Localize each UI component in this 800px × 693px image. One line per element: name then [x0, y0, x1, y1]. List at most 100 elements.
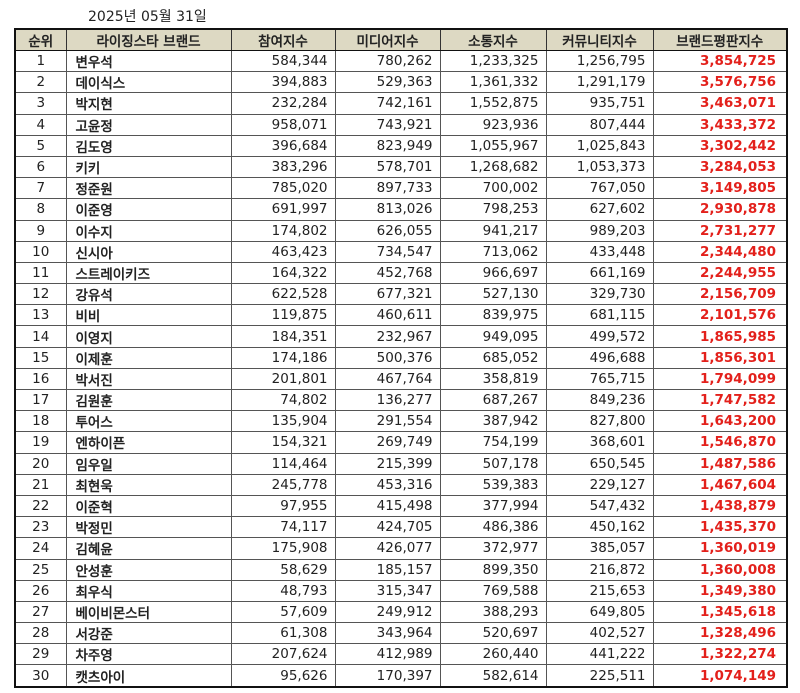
community-index-cell: 1,291,179 [545, 71, 654, 94]
media-index-cell: 452,768 [334, 261, 441, 285]
participation-index-cell: 622,528 [230, 283, 336, 306]
media-index-cell: 170,397 [334, 664, 441, 688]
communication-index-cell: 520,697 [439, 622, 547, 645]
brand-name-cell: 최우식 [65, 579, 232, 602]
table-row: 1 변우석 584,344 780,262 1,233,325 1,256,795 3,85… [14, 49, 788, 73]
brand-name-cell: 임우일 [65, 452, 232, 475]
table-row: 11 스트레이키즈 164,322 452,768 966,697 661,169 2,24… [14, 261, 788, 285]
rank-cell: 30 [14, 664, 67, 688]
report-date: 2025년 05월 31일 [88, 9, 207, 25]
media-index-cell: 626,055 [334, 219, 441, 242]
reputation-index-cell: 1,865,985 [652, 325, 788, 348]
community-index-cell: 547,432 [545, 494, 654, 518]
brand-name-cell: 이영지 [65, 325, 232, 348]
community-index-cell: 368,601 [545, 431, 654, 454]
media-index-cell: 185,157 [334, 558, 441, 581]
community-index-cell: 402,527 [545, 622, 654, 645]
community-index-cell: 385,057 [545, 537, 654, 560]
community-index-cell: 827,800 [545, 410, 654, 433]
rank-cell: 15 [14, 346, 67, 369]
communication-index-cell: 769,588 [439, 579, 547, 602]
reputation-index-cell: 1,349,380 [652, 579, 788, 602]
community-index-cell: 216,872 [545, 558, 654, 581]
brand-name-cell: 안성훈 [65, 558, 232, 581]
participation-index-cell: 154,321 [230, 431, 336, 454]
table-row: 2 데이식스 394,883 529,363 1,361,332 1,291,179 3,5… [14, 71, 788, 94]
rank-cell: 12 [14, 283, 67, 306]
community-index-cell: 849,236 [545, 388, 654, 412]
community-index-cell: 225,511 [545, 664, 654, 688]
rank-cell: 20 [14, 452, 67, 475]
community-index-cell: 1,256,795 [545, 49, 654, 73]
communication-index-cell: 358,819 [439, 367, 547, 391]
table-row: 29 차주영 207,624 412,989 260,440 441,222 1,322,2… [14, 643, 788, 666]
rank-cell: 11 [14, 261, 67, 285]
table-row: 30 캣츠아이 95,626 170,397 582,614 225,511 1,074,1… [14, 664, 788, 688]
reputation-index-cell: 1,487,586 [652, 452, 788, 475]
brand-reputation-table: 순위 라이징스타 브랜드 참여지수 미디어지수 소통지수 커뮤니티지수 브랜드평… [14, 28, 788, 688]
communication-index-cell: 527,130 [439, 283, 547, 306]
table-row: 9 이수지 174,802 626,055 941,217 989,203 2,731,27… [14, 219, 788, 242]
community-index-cell: 229,127 [545, 473, 654, 496]
media-index-cell: 743,921 [334, 113, 441, 136]
communication-index-cell: 539,383 [439, 473, 547, 496]
participation-index-cell: 232,284 [230, 92, 336, 115]
media-index-cell: 424,705 [334, 516, 441, 539]
participation-index-cell: 57,609 [230, 600, 336, 624]
communication-index-cell: 260,440 [439, 643, 547, 666]
communication-index-cell: 949,095 [439, 325, 547, 348]
communication-index-cell: 1,233,325 [439, 49, 547, 73]
community-index-cell: 441,222 [545, 643, 654, 666]
reputation-index-cell: 2,101,576 [652, 304, 788, 327]
brand-name-cell: 스트레이키즈 [65, 261, 232, 285]
media-index-cell: 343,964 [334, 622, 441, 645]
community-index-cell: 649,805 [545, 600, 654, 624]
participation-index-cell: 174,802 [230, 219, 336, 242]
brand-name-cell: 변우석 [65, 49, 232, 73]
media-index-cell: 823,949 [334, 134, 441, 157]
community-index-cell: 1,025,843 [545, 134, 654, 157]
table-row: 27 베이비몬스터 57,609 249,912 388,293 649,805 1,345… [14, 600, 788, 624]
brand-name-cell: 김혜윤 [65, 537, 232, 560]
media-index-cell: 291,554 [334, 410, 441, 433]
communication-index-cell: 1,552,875 [439, 92, 547, 115]
reputation-index-cell: 1,794,099 [652, 367, 788, 391]
brand-name-cell: 차주영 [65, 643, 232, 666]
rank-cell: 29 [14, 643, 67, 666]
table-row: 24 김혜윤 175,908 426,077 372,977 385,057 1,360,0… [14, 537, 788, 560]
reputation-index-cell: 1,643,200 [652, 410, 788, 433]
table-row: 3 박지현 232,284 742,161 1,552,875 935,751 3,463,… [14, 92, 788, 115]
participation-index-cell: 135,904 [230, 410, 336, 433]
participation-index-cell: 48,793 [230, 579, 336, 602]
community-index-cell: 935,751 [545, 92, 654, 115]
media-index-cell: 215,399 [334, 452, 441, 475]
media-index-cell: 500,376 [334, 346, 441, 369]
media-index-cell: 460,611 [334, 304, 441, 327]
reputation-index-cell: 1,856,301 [652, 346, 788, 369]
communication-index-cell: 798,253 [439, 198, 547, 221]
rank-cell: 16 [14, 367, 67, 391]
header-reputation: 브랜드평판지수 [652, 28, 788, 51]
media-index-cell: 677,321 [334, 283, 441, 306]
brand-name-cell: 이수지 [65, 219, 232, 242]
communication-index-cell: 899,350 [439, 558, 547, 581]
participation-index-cell: 396,684 [230, 134, 336, 157]
media-index-cell: 529,363 [334, 71, 441, 94]
rank-cell: 7 [14, 177, 67, 200]
participation-index-cell: 119,875 [230, 304, 336, 327]
media-index-cell: 780,262 [334, 49, 441, 73]
communication-index-cell: 388,293 [439, 600, 547, 624]
table-row: 26 최우식 48,793 315,347 769,588 215,653 1,349,38… [14, 579, 788, 602]
participation-index-cell: 184,351 [230, 325, 336, 348]
brand-name-cell: 정준원 [65, 177, 232, 200]
rank-cell: 5 [14, 134, 67, 157]
reputation-index-cell: 1,435,370 [652, 516, 788, 539]
community-index-cell: 765,715 [545, 367, 654, 391]
table-row: 8 이준영 691,997 813,026 798,253 627,602 2,930,87… [14, 198, 788, 221]
participation-index-cell: 394,883 [230, 71, 336, 94]
brand-name-cell: 엔하이픈 [65, 431, 232, 454]
media-index-cell: 467,764 [334, 367, 441, 391]
community-index-cell: 661,169 [545, 261, 654, 285]
reputation-index-cell: 2,344,480 [652, 240, 788, 263]
reputation-index-cell: 3,433,372 [652, 113, 788, 136]
